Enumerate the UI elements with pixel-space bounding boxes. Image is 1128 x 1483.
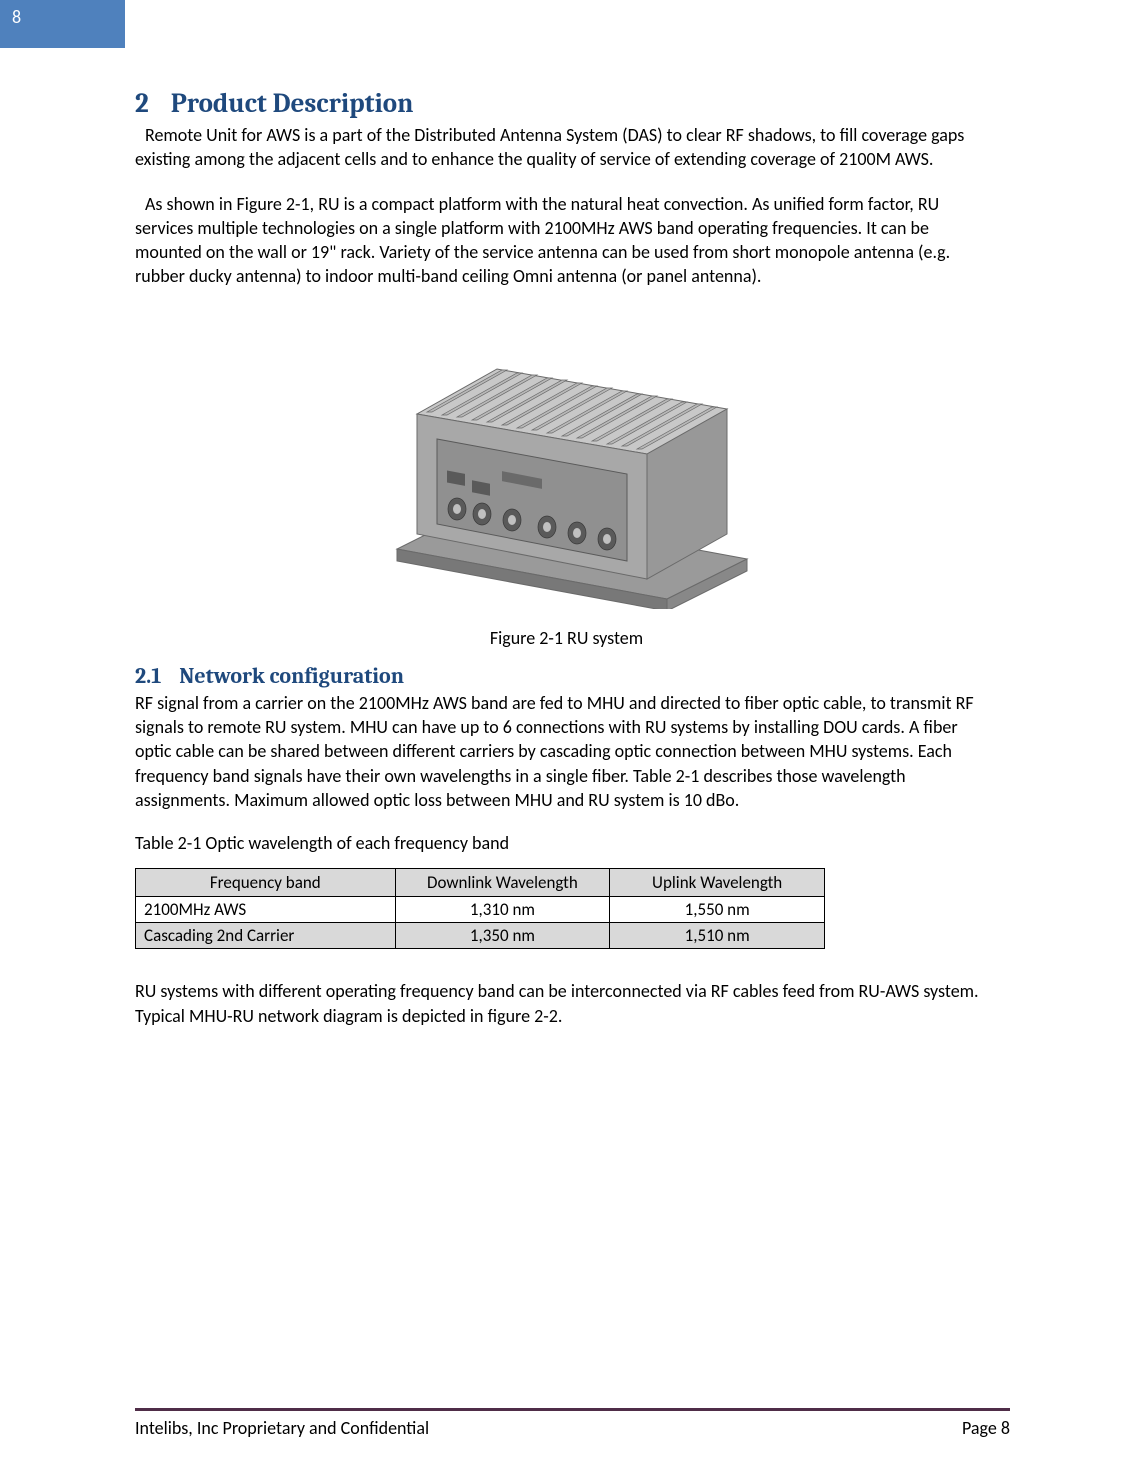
heading-number: 2 [135, 88, 149, 119]
heading-number: 2.1 [135, 663, 161, 689]
table-cell: 1,310 nm [395, 897, 610, 923]
footer-right: Page 8 [962, 1417, 1010, 1439]
page-number-badge-text: 8 [12, 6, 21, 28]
table-row: Cascading 2nd Carrier 1,350 nm 1,510 nm [136, 923, 825, 949]
heading-network-configuration: 2.1 Network configuration [135, 663, 998, 689]
closing-paragraph: RU systems with different operating freq… [135, 979, 998, 1028]
table-cell: 1,350 nm [395, 923, 610, 949]
page-number-badge: 8 [0, 0, 125, 48]
table-caption: Table 2-1 Optic wavelength of each frequ… [135, 832, 998, 854]
network-config-paragraph: RF signal from a carrier on the 2100MHz … [135, 691, 998, 812]
table-cell: Cascading 2nd Carrier [136, 923, 396, 949]
table-header-cell: Downlink Wavelength [395, 869, 610, 897]
table-header-cell: Uplink Wavelength [610, 869, 825, 897]
heading-product-description: 2 Product Description [135, 88, 998, 119]
heading-title: Product Description [171, 88, 414, 119]
intro-paragraph-2: As shown in Figure 2-1, RU is a compact … [135, 192, 998, 289]
ru-device-illustration [347, 309, 787, 609]
table-cell: 2100MHz AWS [136, 897, 396, 923]
table-header-row: Frequency band Downlink Wavelength Uplin… [136, 869, 825, 897]
page-content: 2 Product Description Remote Unit for AWS… [0, 0, 1128, 1028]
table-cell: 1,550 nm [610, 897, 825, 923]
page-footer: Intelibs, Inc Proprietary and Confidenti… [135, 1408, 1010, 1439]
table-row: 2100MHz AWS 1,310 nm 1,550 nm [136, 897, 825, 923]
heading-title: Network configuration [179, 663, 404, 689]
figure-caption: Figure 2-1 RU system [135, 627, 998, 649]
footer-left: Intelibs, Inc Proprietary and Confidenti… [135, 1417, 429, 1439]
table-cell: 1,510 nm [610, 923, 825, 949]
intro-paragraph-1: Remote Unit for AWS is a part of the Dis… [135, 123, 998, 172]
wavelength-table: Frequency band Downlink Wavelength Uplin… [135, 868, 825, 949]
figure-ru-system: Figure 2-1 RU system [135, 309, 998, 649]
table-header-cell: Frequency band [136, 869, 396, 897]
